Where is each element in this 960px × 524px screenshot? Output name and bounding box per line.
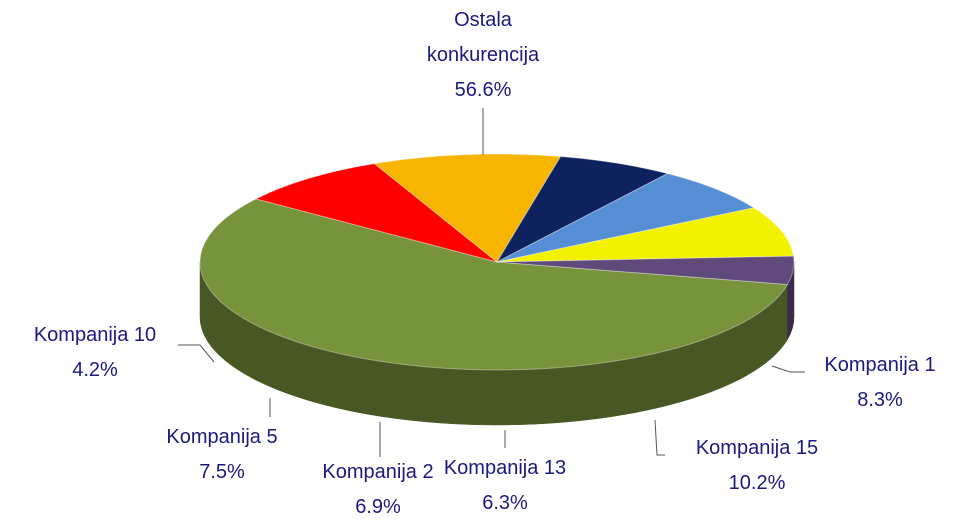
leader-line <box>654 419 665 456</box>
category: Kompanija 13 <box>443 457 567 479</box>
slice <box>496 207 795 263</box>
leader-line <box>178 344 215 363</box>
category: Kompanija 15 <box>695 437 819 459</box>
percent: 6.9% <box>355 496 401 518</box>
slice <box>254 163 498 263</box>
percent: 6.3% <box>482 492 528 514</box>
slice-label: Kompanija 1 8.3% <box>780 348 960 418</box>
category: Ostala konkurencija <box>426 9 540 66</box>
slice-label: Kompanija 2 6.9% <box>278 455 478 524</box>
slice-label: Kompanija 5 7.5% <box>122 420 322 490</box>
slice-label: Kompanija 10 4.2% <box>0 318 195 388</box>
category: Kompanija 10 <box>33 324 157 346</box>
percent: 4.2% <box>72 359 118 381</box>
percent: 7.5% <box>199 461 245 483</box>
category: Kompanija 5 <box>166 426 278 448</box>
slice <box>373 153 562 263</box>
slice <box>199 198 789 371</box>
leader-line <box>771 365 805 373</box>
percent: 56.6% <box>454 79 512 101</box>
slice-label: Kompanija 15 10.2% <box>657 431 857 501</box>
slice <box>495 155 669 264</box>
percent: 10.2% <box>728 472 786 494</box>
slice-label: Ostala konkurencija 56.6% <box>403 3 563 108</box>
slice <box>496 173 756 263</box>
percent: 8.3% <box>857 389 903 411</box>
slice <box>496 255 795 285</box>
category: Kompanija 1 <box>824 354 936 376</box>
slice-label: Kompanija 13 6.3% <box>405 451 605 521</box>
category: Kompanija 2 <box>322 461 434 483</box>
